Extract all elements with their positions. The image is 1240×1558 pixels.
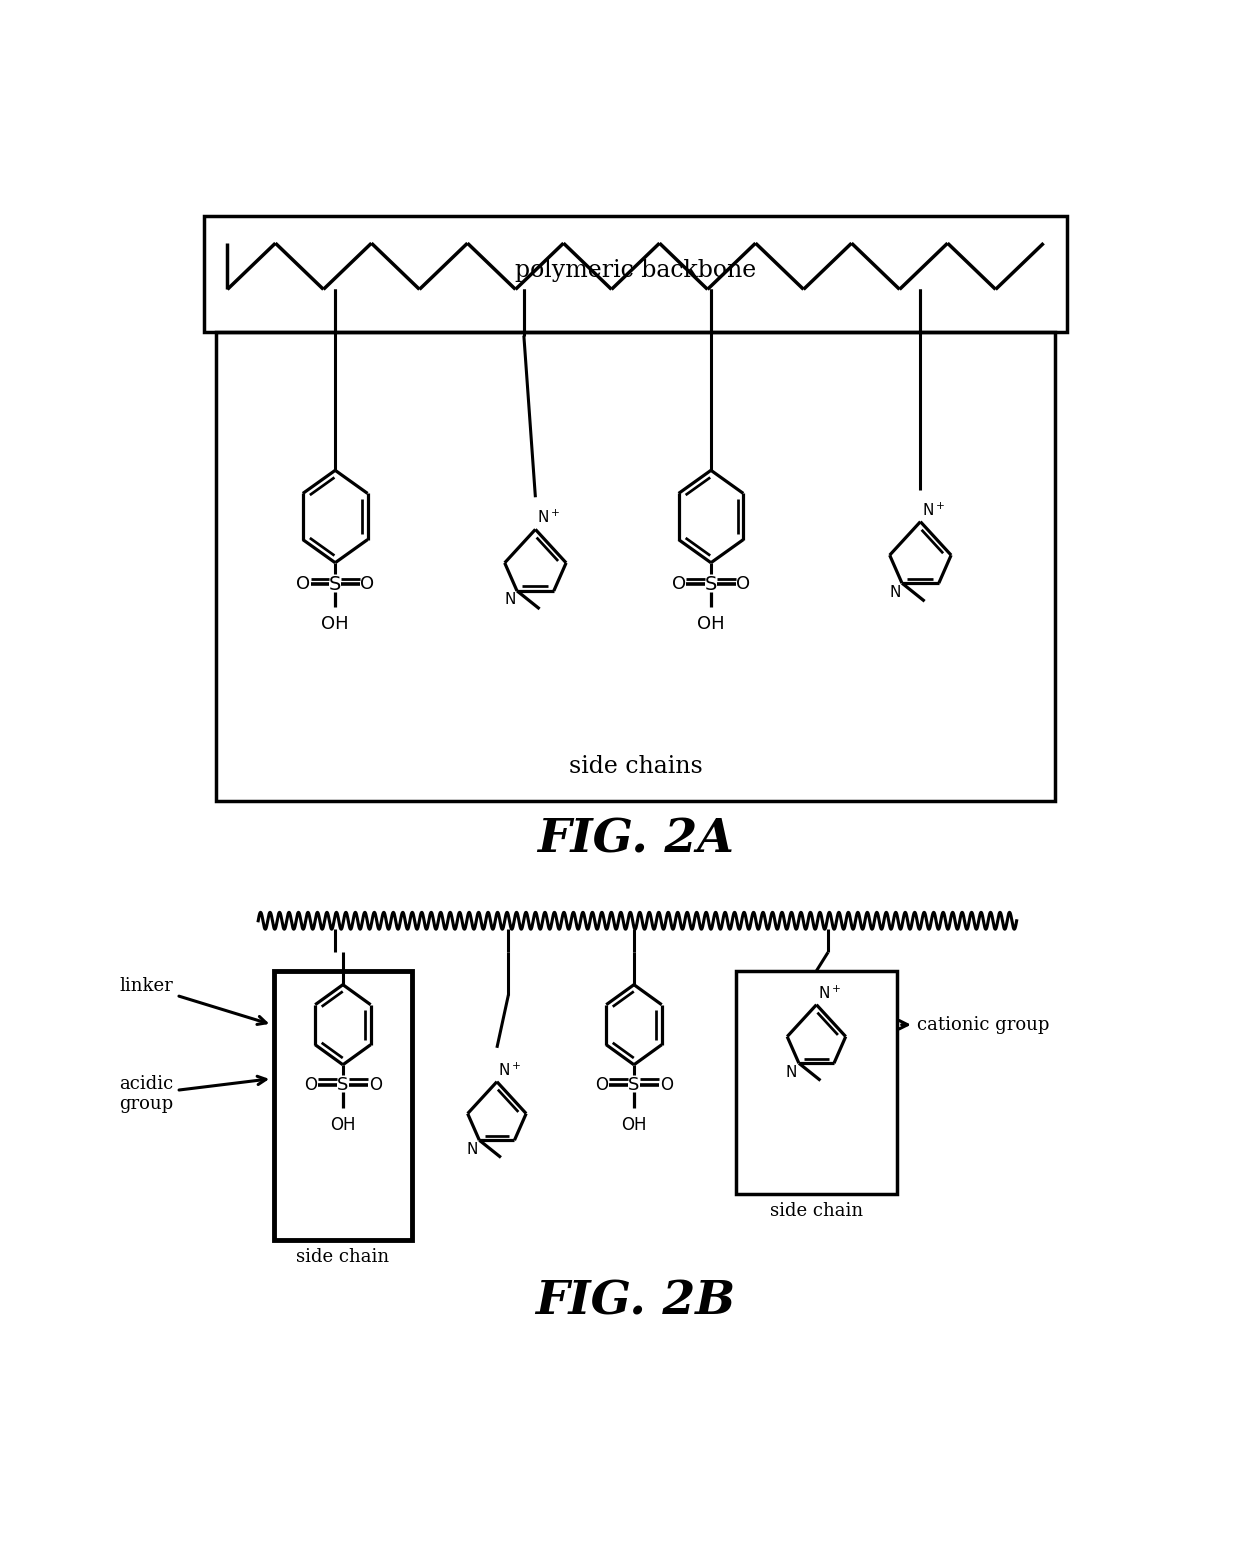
Text: O: O (368, 1075, 382, 1094)
Text: linker: linker (120, 977, 267, 1025)
Text: N$^+$: N$^+$ (498, 1061, 522, 1078)
Text: O: O (737, 575, 750, 594)
Text: N$^+$: N$^+$ (921, 502, 945, 519)
Text: N: N (889, 584, 900, 600)
Bar (274, 971, 412, 1240)
Text: OH: OH (330, 1116, 356, 1134)
Bar (216, 332, 1055, 801)
Text: O: O (595, 1075, 608, 1094)
Text: O: O (296, 575, 310, 594)
Text: N: N (466, 1142, 477, 1156)
Text: N: N (503, 592, 516, 608)
Text: polymeric backbone: polymeric backbone (515, 259, 756, 282)
Text: O: O (361, 575, 374, 594)
Text: side chain: side chain (770, 1201, 863, 1220)
Text: N$^+$: N$^+$ (537, 509, 560, 527)
Text: OH: OH (621, 1116, 647, 1134)
Text: S: S (629, 1075, 640, 1094)
Text: O: O (672, 575, 686, 594)
Bar (205, 217, 1066, 332)
Text: FIG. 2A: FIG. 2A (537, 816, 734, 863)
Text: acidic
group: acidic group (119, 1075, 265, 1114)
Text: S: S (329, 575, 341, 594)
Text: O: O (304, 1075, 317, 1094)
Text: S: S (337, 1075, 348, 1094)
Text: OH: OH (321, 615, 348, 633)
Bar (735, 971, 898, 1193)
Text: side chains: side chains (569, 756, 702, 779)
Text: OH: OH (697, 615, 724, 633)
Text: O: O (660, 1075, 673, 1094)
Text: side chain: side chain (296, 1248, 389, 1267)
Text: S: S (704, 575, 717, 594)
Text: N: N (786, 1064, 797, 1080)
Text: FIG. 2B: FIG. 2B (536, 1279, 735, 1324)
Text: N$^+$: N$^+$ (818, 985, 842, 1002)
Text: cationic group: cationic group (899, 1016, 1049, 1033)
